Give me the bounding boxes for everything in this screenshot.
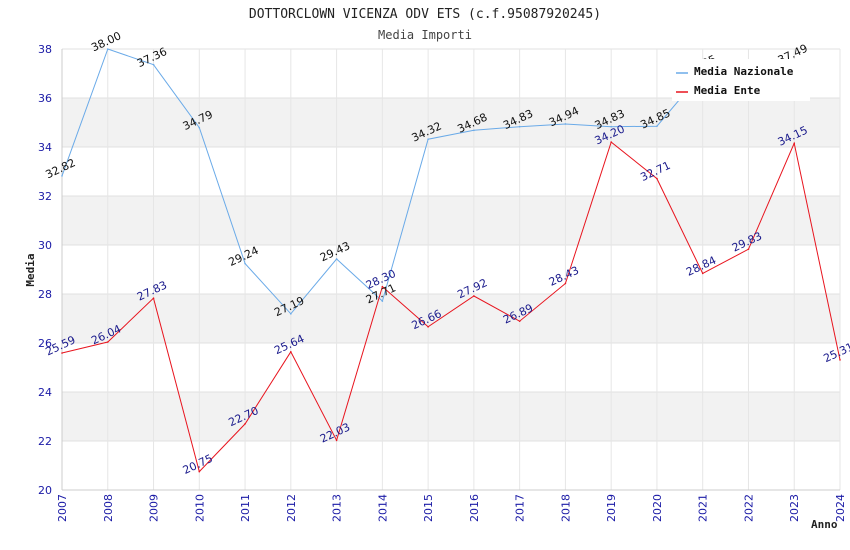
y-tick-label: 38 bbox=[38, 43, 52, 56]
x-axis-label: Anno bbox=[811, 518, 838, 531]
x-tick-label: 2012 bbox=[285, 494, 298, 522]
grid-bands bbox=[62, 49, 840, 490]
grid-band bbox=[62, 147, 840, 196]
x-tick-label: 2022 bbox=[742, 494, 755, 522]
x-tick-label: 2023 bbox=[788, 494, 801, 522]
x-tick-labels: 2007 2008 2009 2010 2011 2012 2013 2014 2015 2016… bbox=[56, 494, 847, 522]
y-tick-label: 26 bbox=[38, 337, 52, 350]
data-point-media-ente bbox=[610, 141, 612, 143]
grid-band bbox=[62, 98, 840, 147]
x-tick-label: 2016 bbox=[468, 494, 481, 522]
grid-band bbox=[62, 245, 840, 294]
y-tick-label: 34 bbox=[38, 141, 52, 154]
data-point-media-ente bbox=[518, 320, 521, 322]
grid-band bbox=[62, 343, 840, 392]
data-point-media-nazionale bbox=[61, 175, 63, 177]
x-tick-label: 2015 bbox=[422, 494, 435, 522]
data-point-media-ente bbox=[106, 341, 109, 343]
y-tick-label: 20 bbox=[38, 484, 52, 497]
grid-band bbox=[62, 441, 840, 490]
series-lines bbox=[61, 48, 841, 473]
y-tick-label: 28 bbox=[38, 288, 52, 301]
x-tick-label: 2019 bbox=[605, 494, 618, 522]
x-tick-label: 2014 bbox=[376, 494, 389, 522]
grid-band bbox=[62, 294, 840, 343]
data-point-media-ente bbox=[473, 295, 475, 297]
grid-band bbox=[62, 392, 840, 441]
legend: Media Nazionale Media Ente bbox=[672, 59, 810, 101]
data-point-media-ente bbox=[290, 351, 292, 353]
data-point-media-nazionale bbox=[381, 300, 384, 302]
y-tick-label: 36 bbox=[38, 92, 52, 105]
x-tick-label: 2007 bbox=[56, 494, 69, 522]
data-point-media-nazionale bbox=[473, 129, 475, 132]
y-tick-label: 32 bbox=[38, 190, 52, 203]
x-tick-label: 2013 bbox=[331, 494, 344, 522]
data-point-media-nazionale bbox=[610, 125, 612, 128]
legend-box bbox=[672, 59, 810, 101]
data-point-media-ente bbox=[244, 423, 246, 425]
data-point-media-ente bbox=[381, 285, 384, 288]
series-line-media-ente bbox=[61, 141, 841, 473]
chart-title: DOTTORCLOWN VICENZA ODV ETS (c.f.9508792… bbox=[249, 7, 601, 22]
data-point-media-nazionale bbox=[106, 48, 109, 50]
x-tick-label: 2008 bbox=[102, 494, 115, 522]
x-tick-label: 2021 bbox=[697, 494, 710, 522]
data-point-media-ente bbox=[656, 177, 658, 180]
data-point-media-nazionale bbox=[656, 125, 658, 127]
y-tick-label: 24 bbox=[38, 386, 52, 399]
y-tick-labels: 20 22 24 26 28 30 32 34 36 38 bbox=[38, 43, 52, 497]
data-point-media-ente bbox=[427, 326, 429, 328]
y-tick-label: 30 bbox=[38, 239, 52, 252]
x-tick-label: 2009 bbox=[148, 494, 161, 522]
data-point-media-ente bbox=[152, 297, 155, 299]
data-point-media-nazionale bbox=[518, 125, 521, 128]
data-point-media-nazionale bbox=[244, 262, 246, 265]
data-point-media-nazionale bbox=[198, 126, 201, 129]
x-tick-label: 2011 bbox=[239, 494, 252, 522]
x-tick-label: 2020 bbox=[651, 494, 664, 522]
x-tick-label: 2024 bbox=[834, 494, 847, 522]
legend-label-media-ente: Media Ente bbox=[694, 84, 761, 97]
data-point-media-ente bbox=[564, 282, 567, 285]
data-point-media-nazionale bbox=[152, 63, 155, 66]
grid-band bbox=[62, 196, 840, 245]
data-point-media-ente bbox=[335, 439, 338, 442]
data-point-media-nazionale bbox=[335, 258, 338, 260]
y-axis-label: Media bbox=[24, 253, 37, 286]
legend-label-media-nazionale: Media Nazionale bbox=[694, 65, 794, 78]
data-point-media-nazionale bbox=[427, 138, 429, 140]
data-point-media-nazionale bbox=[290, 313, 292, 315]
x-tick-label: 2018 bbox=[559, 494, 572, 522]
data-point-media-ente bbox=[198, 470, 201, 473]
data-point-media-ente bbox=[793, 142, 796, 145]
data-point-media-ente bbox=[839, 359, 841, 361]
y-tick-label: 22 bbox=[38, 435, 52, 448]
x-tick-label: 2010 bbox=[193, 494, 206, 522]
data-point-media-ente bbox=[61, 352, 63, 354]
data-point-media-ente bbox=[747, 248, 750, 250]
x-tick-label: 2017 bbox=[514, 494, 527, 522]
chart-subtitle: Media Importi bbox=[378, 28, 472, 42]
data-point-media-ente bbox=[701, 272, 704, 275]
data-point-media-nazionale bbox=[564, 123, 567, 125]
